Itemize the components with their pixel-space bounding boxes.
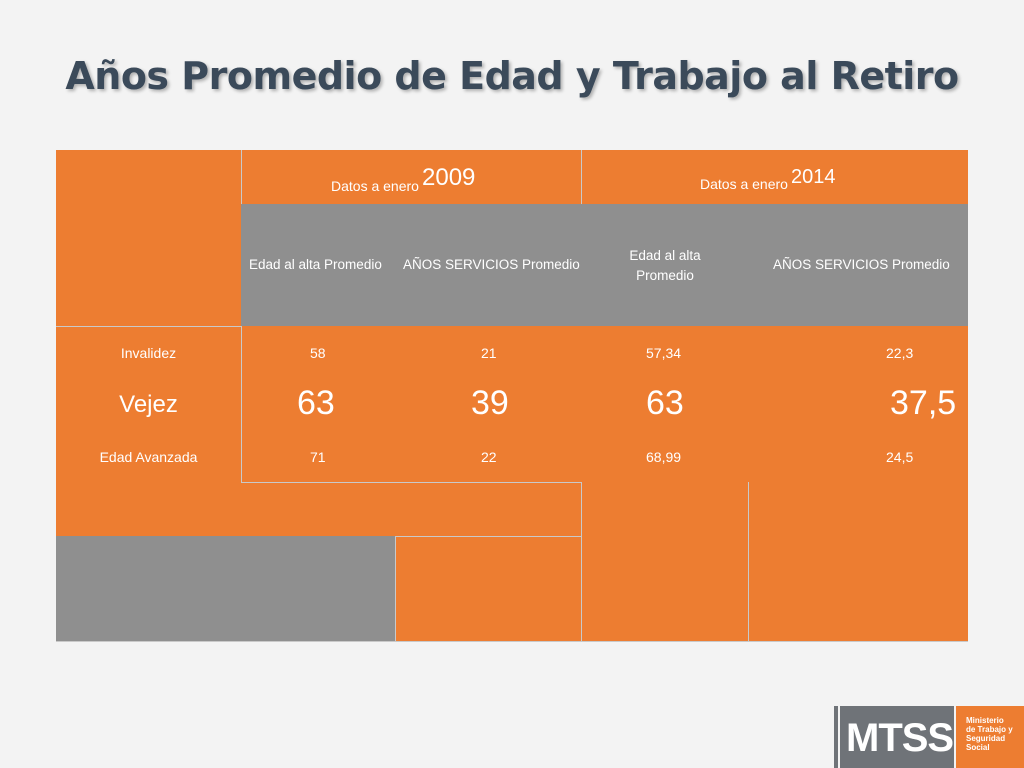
cell-invalidez-2: 57,34 — [646, 345, 682, 361]
corner-cell — [56, 150, 241, 204]
cell-invalidez-1: 21 — [481, 345, 497, 361]
header-2009-label: Datos a enero — [331, 178, 419, 194]
grid-line — [56, 641, 968, 642]
cell-edad-avanzada-3: 24,5 — [886, 449, 914, 465]
grid-line — [581, 150, 582, 204]
cell-vejez-0: 63 — [297, 384, 335, 422]
cell-vejez-1: 39 — [471, 384, 509, 422]
grid-line — [395, 536, 396, 642]
logo-line-4: Social — [966, 743, 990, 752]
logo-ministry-name: Ministerio de Trabajo y Seguridad Social — [966, 716, 1022, 752]
grid-line — [581, 482, 582, 642]
subheader-edad-2014: Edad al alta Promedio — [629, 248, 701, 283]
subheader-row: Edad al alta Promedio AÑOS SERVICIOS Pro… — [241, 204, 968, 326]
row-label-invalidez: Invalidez — [120, 345, 177, 361]
grid-line — [395, 536, 581, 537]
cell-vejez-3: 37,5 — [890, 384, 957, 422]
cell-vejez-2: 63 — [646, 384, 684, 422]
grid-line — [56, 326, 241, 327]
subheader-anos-2009: AÑOS SERVICIOS Promedio — [403, 257, 580, 272]
cell-invalidez-3: 22,3 — [886, 345, 914, 361]
subheader-blank — [56, 204, 241, 326]
logo-acronym: MTSS — [846, 716, 954, 760]
header-2014-label: Datos a enero — [700, 176, 788, 192]
logo-orange-block — [956, 706, 1024, 768]
header-2014: Datos a enero 2014 — [581, 150, 968, 204]
subheader-edad-2009: Edad al alta Promedio — [249, 257, 382, 272]
row-label-vejez: Vejez — [119, 391, 178, 418]
grid-line — [241, 482, 581, 483]
row-label-edad-avanzada: Edad Avanzada — [99, 449, 198, 465]
header-2009: Datos a enero 2009 — [241, 150, 581, 204]
header-2014-year: 2014 — [791, 166, 836, 188]
header-2009-year: 2009 — [422, 164, 476, 191]
data-area — [56, 326, 968, 482]
cell-edad-avanzada-0: 71 — [310, 449, 326, 465]
cell-invalidez-0: 58 — [310, 345, 326, 361]
cell-edad-avanzada-2: 68,99 — [646, 449, 682, 465]
slide-title: Años Promedio de Edad y Trabajo al Retir… — [65, 54, 959, 98]
subheader-anos-2014: AÑOS SERVICIOS Promedio — [773, 257, 950, 272]
grid-line — [241, 326, 242, 482]
logo-block — [840, 706, 954, 768]
bottom-gray-block — [56, 536, 395, 642]
logo-stripe — [834, 706, 838, 768]
bottom-orange-block — [395, 536, 968, 642]
bottom-band — [56, 482, 968, 536]
cell-edad-avanzada-1: 22 — [481, 449, 497, 465]
grid-line — [748, 482, 749, 642]
logo-line-1: Ministerio — [966, 716, 1004, 725]
logo-line-3: Seguridad — [966, 734, 1006, 743]
grid-line — [241, 150, 242, 204]
logo-line-2: de Trabajo y — [966, 725, 1013, 734]
